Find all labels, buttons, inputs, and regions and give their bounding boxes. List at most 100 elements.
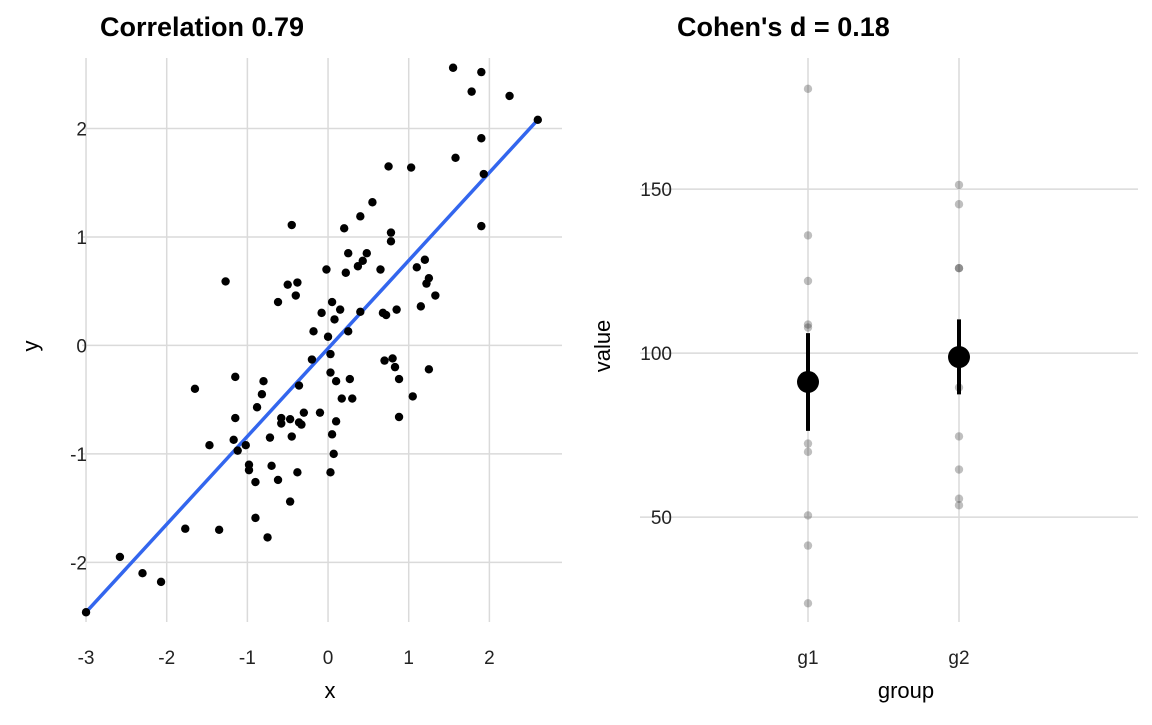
scatter-point (273, 475, 283, 485)
left-points (81, 63, 542, 617)
right-gridlines (640, 58, 1138, 622)
scatter-point (341, 268, 350, 277)
right-y-axis-title: value (590, 320, 615, 373)
scatter-point (388, 354, 397, 363)
scatter-point (277, 419, 286, 428)
right-x-tick-label: g1 (797, 648, 818, 669)
scatter-point (285, 414, 295, 424)
scatter-point (406, 163, 416, 172)
right-chart-title: Cohen's d = 0.18 (677, 12, 890, 42)
scatter-point (339, 224, 349, 233)
raw-point (954, 263, 964, 273)
scatter-point (337, 394, 346, 403)
scatter-point (416, 302, 426, 311)
scatter-point (283, 280, 292, 289)
scatter-point (424, 365, 434, 374)
scatter-point (327, 297, 337, 307)
raw-point (803, 439, 813, 448)
scatter-point (408, 392, 417, 401)
scatter-point (233, 446, 242, 455)
scatter-point (380, 356, 389, 365)
scatter-point (344, 249, 353, 258)
scatter-point (477, 134, 486, 143)
scatter-point (477, 221, 486, 231)
right-tick-labels: 50 100 150 g1 g2 (640, 180, 969, 669)
scatter-point (479, 169, 488, 179)
raw-point (954, 432, 964, 441)
scatter-point (190, 384, 200, 394)
scatter-point (299, 408, 309, 417)
raw-point (954, 200, 964, 209)
scatter-point (330, 315, 339, 324)
left-x-axis-title: x (325, 678, 336, 703)
raw-point (803, 447, 813, 457)
scatter-point (287, 220, 296, 230)
scatter-point (81, 608, 91, 617)
left-y-tick-label: 0 (76, 336, 87, 357)
left-chart-title: Correlation 0.79 (100, 12, 304, 42)
right-x-tick-label: g2 (948, 648, 969, 669)
left-fit-line-layer (84, 118, 540, 614)
scatter-point (344, 327, 353, 336)
scatter-point (241, 441, 250, 450)
scatter-point (156, 577, 166, 587)
scatter-point (181, 524, 190, 533)
right-y-tick-label: 150 (640, 180, 672, 201)
right-x-axis-title: group (878, 678, 934, 703)
scatter-point (285, 497, 295, 506)
scatter-point (115, 552, 125, 562)
scatter-point (293, 278, 302, 287)
left-y-tick-label: 1 (76, 228, 87, 249)
scatter-point (368, 198, 377, 207)
scatter-point (251, 513, 260, 523)
scatter-point (287, 432, 296, 441)
scatter-point (297, 420, 306, 429)
scatter-point (309, 327, 318, 336)
scatter-point (386, 237, 396, 246)
scatter-point (231, 413, 240, 423)
scatter-point (326, 468, 335, 477)
left-y-tick-label: -1 (70, 445, 87, 466)
scatter-point (323, 332, 333, 341)
right-raw-points (803, 84, 964, 608)
scatter-point (326, 368, 335, 377)
scatter-point (394, 374, 404, 384)
left-y-tick-label: -2 (70, 553, 87, 574)
scatter-point (477, 67, 486, 77)
regression-line (84, 118, 540, 614)
scatter-point (267, 461, 276, 471)
left-x-tick-label: -3 (78, 648, 95, 669)
scatter-point (329, 449, 338, 459)
scatter-point (412, 263, 421, 272)
scatter-point (273, 297, 283, 307)
scatter-point (390, 362, 400, 372)
raw-point (954, 494, 964, 503)
scatter-point (451, 153, 460, 162)
correlation-panel: -3 -2 -1 0 1 2 -2 -1 0 1 2 Correlation 0.79 x y (18, 12, 562, 703)
left-x-tick-label: 0 (323, 648, 334, 669)
right-y-tick-label: 50 (651, 508, 672, 529)
scatter-point (138, 568, 147, 578)
scatter-point (221, 277, 230, 286)
raw-point (954, 465, 964, 474)
scatter-point (345, 374, 355, 384)
scatter-point (376, 265, 385, 274)
raw-point (954, 180, 964, 190)
right-y-tick-label: 100 (640, 344, 672, 365)
scatter-point (265, 433, 275, 442)
left-x-tick-label: -2 (158, 648, 175, 669)
scatter-point (317, 308, 326, 318)
scatter-point (424, 273, 434, 283)
left-x-tick-label: 1 (403, 648, 414, 669)
scatter-point (291, 291, 300, 300)
scatter-point (358, 256, 367, 266)
left-x-tick-label: -1 (239, 648, 256, 669)
scatter-point (353, 262, 363, 271)
scatter-point (214, 525, 224, 535)
scatter-point (533, 115, 542, 125)
scatter-point (252, 403, 262, 412)
scatter-point (467, 87, 476, 96)
scatter-point (229, 435, 238, 444)
raw-point (803, 599, 813, 608)
